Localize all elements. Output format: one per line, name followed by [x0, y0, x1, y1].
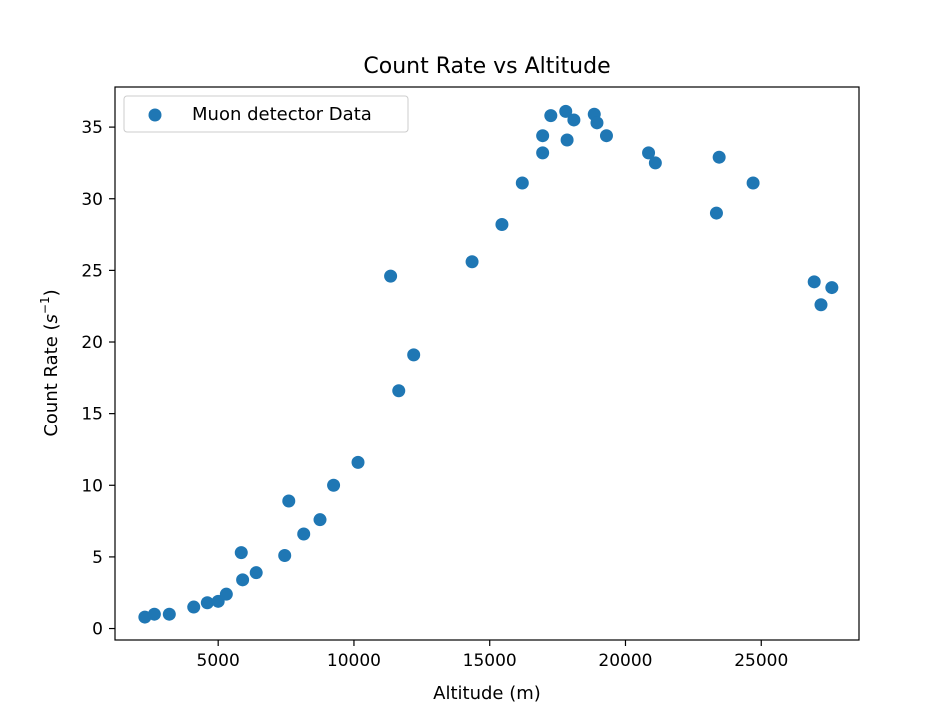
- data-point: [814, 298, 828, 312]
- y-tick-label: 20: [81, 333, 103, 353]
- y-axis-label-unit: s: [41, 314, 62, 323]
- data-point: [536, 146, 550, 160]
- data-point: [351, 455, 365, 469]
- y-tick-label: 10: [81, 476, 103, 496]
- data-point: [590, 116, 604, 130]
- data-point: [599, 129, 613, 143]
- y-axis-label: Count Rate (s−1): [38, 289, 62, 436]
- data-point: [187, 600, 201, 614]
- legend-marker: [148, 108, 162, 122]
- data-point: [709, 206, 723, 220]
- data-point: [249, 566, 263, 580]
- data-point: [746, 176, 760, 190]
- x-tick-label: 15000: [463, 651, 517, 671]
- data-point: [825, 281, 839, 295]
- data-point: [642, 146, 656, 160]
- data-point: [236, 573, 250, 587]
- data-point: [807, 275, 821, 289]
- y-tick-label: 35: [81, 118, 103, 138]
- data-point: [407, 348, 421, 362]
- data-points-layer: [138, 104, 839, 624]
- legend: Muon detector Data: [123, 95, 409, 133]
- data-point: [327, 478, 341, 492]
- data-point: [559, 104, 573, 118]
- y-tick-label: 5: [92, 548, 103, 568]
- x-tick-label: 10000: [327, 651, 381, 671]
- data-point: [147, 607, 161, 621]
- data-point: [536, 129, 550, 143]
- y-tick-label: 30: [81, 190, 103, 210]
- data-point: [712, 150, 726, 164]
- legend-label: Muon detector Data: [192, 104, 372, 125]
- y-axis-label-exponent: −1: [38, 296, 52, 314]
- data-point: [278, 548, 292, 562]
- legend-box: [123, 95, 409, 133]
- data-point: [515, 176, 529, 190]
- y-tick-label: 25: [81, 261, 103, 281]
- data-point: [297, 527, 311, 541]
- data-point: [567, 113, 581, 127]
- y-axis-ticks: 0 5 10 15 20 25 30 35: [81, 118, 115, 640]
- data-point: [495, 218, 509, 232]
- data-point: [313, 513, 327, 527]
- data-point: [282, 494, 296, 508]
- y-tick-label: 0: [92, 620, 103, 640]
- y-tick-label: 15: [81, 405, 103, 425]
- data-point: [200, 596, 214, 610]
- x-tick-label: 25000: [734, 651, 788, 671]
- x-axis-ticks: 5000 10000 15000 20000 25000: [197, 640, 788, 671]
- chart-title: Count Rate vs Altitude: [363, 54, 610, 79]
- data-point: [219, 587, 233, 601]
- x-axis-label: Altitude (m): [433, 683, 541, 704]
- data-point: [560, 133, 574, 147]
- data-point: [544, 109, 558, 123]
- data-point: [234, 546, 248, 560]
- y-axis-label-main: Count Rate (: [41, 323, 62, 436]
- data-point: [384, 269, 398, 283]
- data-point: [392, 384, 406, 398]
- x-tick-label: 5000: [197, 651, 240, 671]
- plot-area-frame: [114, 86, 860, 641]
- data-point: [465, 255, 479, 269]
- data-point: [162, 607, 176, 621]
- y-axis-label-close: ): [41, 289, 62, 296]
- x-tick-label: 20000: [598, 651, 652, 671]
- data-point: [648, 156, 662, 170]
